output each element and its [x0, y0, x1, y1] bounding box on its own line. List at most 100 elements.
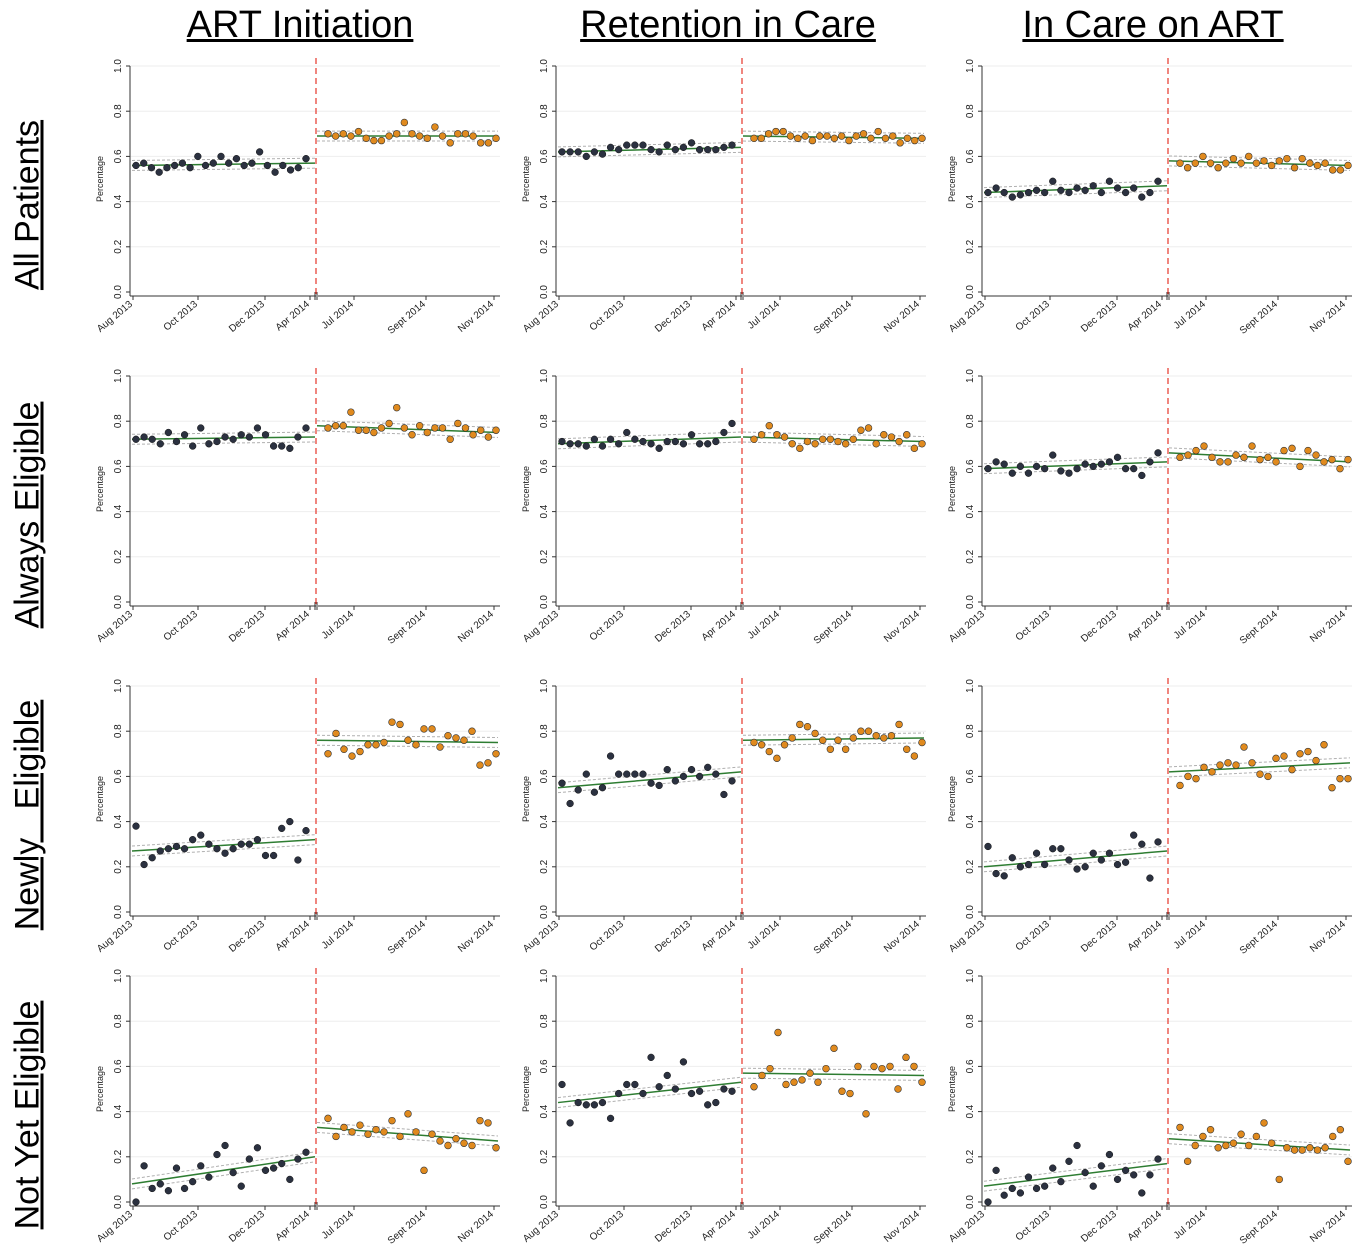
- y-tick-label: 0.8: [539, 1014, 550, 1028]
- y-tick-label: 0.2: [539, 859, 550, 873]
- pre-period-point: [679, 143, 688, 152]
- pre-period-point: [132, 435, 140, 443]
- post-period-point: [1176, 159, 1184, 167]
- pre-period-point: [663, 437, 671, 446]
- y-tick-label: 1.0: [539, 679, 550, 693]
- y-axis-label: Percentage: [95, 156, 105, 202]
- pre-period-point: [1024, 1173, 1033, 1181]
- post-period-point: [1248, 759, 1256, 767]
- x-tick-label: Oct 2013: [1014, 919, 1052, 954]
- post-ci-upper: [742, 732, 925, 736]
- x-tick-label: Aug 2013: [947, 919, 987, 955]
- post-period-point: [436, 1137, 444, 1145]
- y-tick-label: 0.6: [113, 769, 124, 783]
- post-period-point: [867, 134, 875, 143]
- x-tick-label: Sept 2014: [386, 1209, 428, 1247]
- pre-period-point: [302, 155, 310, 163]
- x-tick-label: Oct 2013: [162, 919, 200, 954]
- y-tick-label: 0.2: [113, 1149, 124, 1163]
- pre-period-point: [1138, 1189, 1146, 1197]
- pre-period-point: [140, 159, 148, 167]
- x-tick-label: Apr 2014: [274, 919, 312, 954]
- post-period-point: [757, 431, 766, 439]
- y-axis-label: Percentage: [947, 1066, 957, 1112]
- pre-period-point: [140, 1162, 148, 1170]
- pre-period-point: [558, 779, 566, 787]
- post-period-point: [1296, 750, 1304, 758]
- post-period-point: [492, 426, 500, 434]
- pre-period-point: [1057, 186, 1065, 194]
- pre-period-point: [615, 440, 623, 448]
- pre-period-point: [294, 856, 302, 864]
- y-tick-label: 0.0: [539, 905, 550, 919]
- pre-period-point: [286, 817, 294, 826]
- post-period-point: [881, 134, 890, 143]
- post-period-point: [1272, 458, 1280, 466]
- post-period-point: [492, 750, 500, 758]
- post-period-point: [862, 1110, 870, 1118]
- pre-period-point: [720, 1085, 728, 1093]
- post-period-point: [895, 437, 903, 446]
- pre-period-point: [679, 1058, 688, 1066]
- post-period-point: [1344, 455, 1352, 464]
- pre-period-point: [229, 435, 237, 443]
- pre-period-point: [606, 143, 615, 152]
- x-tick-label: Dec 2013: [653, 609, 693, 645]
- post-period-point: [408, 130, 416, 138]
- pre-period-point: [1081, 1168, 1089, 1177]
- pre-period-point: [598, 784, 607, 792]
- post-period-point: [1313, 1146, 1322, 1154]
- pre-period-point: [598, 150, 607, 158]
- post-period-point: [1229, 1139, 1238, 1147]
- pre-period-point: [695, 145, 704, 154]
- post-period-point: [431, 123, 439, 131]
- post-period-point: [859, 130, 868, 138]
- post-period-point: [1192, 446, 1200, 455]
- pre-period-point: [639, 141, 647, 149]
- post-period-point: [400, 118, 409, 127]
- x-tick-label: Aug 2013: [521, 609, 561, 645]
- pre-period-point: [1081, 863, 1089, 871]
- pre-period-point: [1130, 1171, 1138, 1179]
- post-period-point: [444, 732, 452, 740]
- x-tick-label: Dec 2013: [1079, 609, 1119, 645]
- post-period-point: [372, 741, 380, 749]
- y-tick-label: 0.2: [113, 239, 124, 253]
- post-period-point: [428, 1130, 436, 1138]
- x-tick-label: Sept 2014: [386, 919, 428, 957]
- pre-period-point: [615, 145, 623, 154]
- post-ci-upper: [1168, 757, 1351, 768]
- post-period-point: [404, 1110, 412, 1118]
- post-period-point: [918, 1078, 926, 1086]
- x-tick-label: Sept 2014: [1238, 919, 1280, 957]
- post-period-point: [1329, 166, 1337, 174]
- pre-period-point: [647, 779, 655, 787]
- pre-period-point: [590, 148, 599, 156]
- y-tick-label: 0.6: [539, 149, 550, 163]
- pre-period-point: [582, 770, 590, 778]
- post-period-point: [331, 132, 340, 140]
- pre-period-point: [1008, 1184, 1016, 1193]
- pre-period-point: [1097, 1162, 1105, 1170]
- post-period-point: [1344, 774, 1352, 783]
- pre-period-point: [245, 433, 253, 441]
- pre-period-point: [1065, 188, 1073, 197]
- x-tick-label: Apr 2014: [1126, 299, 1164, 334]
- pre-ci-lower: [983, 855, 1168, 873]
- post-period-point: [452, 734, 460, 742]
- pre-period-point: [598, 1098, 607, 1107]
- post-period-point: [757, 134, 766, 143]
- y-tick-label: 1.0: [965, 59, 976, 73]
- pre-period-point: [695, 1087, 704, 1095]
- post-period-point: [324, 750, 332, 758]
- pre-period-point: [1016, 863, 1025, 871]
- post-period-point: [1260, 1119, 1268, 1127]
- y-tick-label: 0.6: [965, 769, 976, 783]
- post-period-point: [864, 727, 873, 735]
- pre-ci-upper: [131, 431, 316, 435]
- post-period-point: [1199, 152, 1207, 161]
- pre-period-point: [712, 770, 720, 778]
- x-tick-label: Dec 2013: [227, 1209, 267, 1245]
- post-period-point: [1321, 1144, 1329, 1152]
